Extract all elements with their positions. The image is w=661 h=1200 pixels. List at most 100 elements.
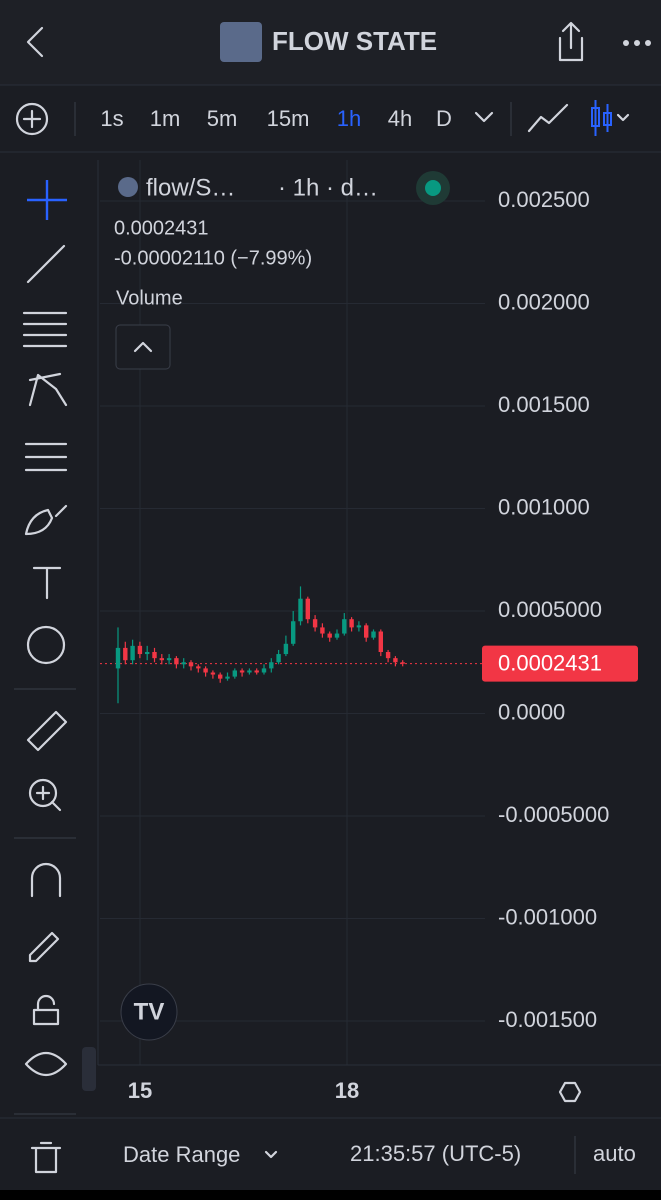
interval-button: 5m	[207, 106, 238, 131]
interval-button: 1m	[150, 106, 181, 131]
candle-body	[269, 662, 274, 669]
candle-body	[210, 672, 216, 675]
delete-tool[interactable]	[30, 1141, 62, 1174]
legend-change: -0.00002110 (−7.99%)	[114, 247, 312, 269]
candle-body	[298, 598, 303, 622]
fib-tool[interactable]	[22, 311, 68, 348]
share-button[interactable]	[558, 21, 584, 62]
candle-body	[261, 668, 267, 673]
y-tick-label: 0.0000	[498, 699, 565, 724]
y-tick-label: -0.001500	[498, 1007, 597, 1032]
chevron	[133, 341, 153, 353]
price-label: 0.0002431	[498, 650, 602, 675]
candle-body	[356, 625, 362, 628]
candle-body	[385, 652, 391, 659]
symbol: flow/S…	[146, 174, 235, 201]
candle-body	[203, 668, 208, 673]
tradingview-logo[interactable]	[120, 983, 178, 1041]
candle-body	[218, 674, 223, 679]
brush-tool[interactable]	[24, 504, 68, 536]
dropdown-icon	[264, 1150, 278, 1159]
candle-body	[312, 619, 318, 628]
candle-body	[130, 645, 135, 661]
zoom-icon	[35, 785, 62, 812]
chart: 0.002500 0.002000 0.001500 0.001000 0.000500…	[100, 160, 638, 1103]
candle-chart-button[interactable]	[591, 100, 612, 136]
clock: 21:35:57 (UTC-5)	[350, 1141, 521, 1166]
interval-button: 15m	[267, 106, 310, 131]
ruler-tool[interactable]	[26, 710, 68, 752]
candle-body	[364, 625, 369, 638]
candle-body	[393, 658, 398, 663]
candle-body	[349, 619, 354, 628]
interval-button: 1h	[337, 106, 361, 131]
candle-body	[232, 670, 237, 677]
settings-button[interactable]	[558, 1081, 582, 1103]
candle-body	[145, 652, 150, 655]
candle-body	[115, 647, 121, 669]
date-range-button[interactable]: Date Range	[123, 1142, 240, 1167]
candle-body	[378, 631, 383, 652]
crosshair-tool[interactable]	[27, 180, 67, 220]
candle-body	[174, 658, 179, 665]
text-tool[interactable]	[32, 566, 62, 600]
candle-body	[152, 652, 157, 659]
candle-body	[196, 666, 201, 669]
collapse-toolbar[interactable]	[82, 1047, 96, 1091]
candle-body	[291, 621, 296, 644]
add-icon	[22, 109, 42, 129]
candle-body	[225, 676, 230, 679]
projection-tool[interactable]	[24, 442, 68, 472]
collapse-legend[interactable]	[115, 324, 171, 370]
more-button[interactable]	[623, 40, 651, 46]
candle-body	[320, 627, 325, 634]
status-dot	[425, 180, 441, 196]
interval-button: 4h	[388, 106, 412, 131]
magnet-tool[interactable]	[30, 862, 62, 898]
candle-body	[247, 670, 252, 673]
x-tick-label: 15	[128, 1078, 152, 1103]
candle-body	[123, 647, 128, 661]
candle-body	[188, 662, 194, 667]
interval-dropdown[interactable]	[474, 111, 494, 123]
drawing-toolbar	[14, 180, 76, 1174]
y-tick-label: -0.001000	[498, 904, 597, 929]
candle-body	[276, 654, 281, 663]
pattern-tool[interactable]	[28, 372, 68, 407]
candle-body	[327, 633, 332, 638]
interval-button: 1s	[100, 106, 123, 131]
candle-body	[342, 619, 347, 634]
lock-tool[interactable]	[32, 994, 60, 1026]
candle-body	[334, 633, 340, 638]
logo-mark: TV	[134, 998, 165, 1025]
candle-body	[159, 658, 164, 661]
back-button[interactable]	[26, 26, 44, 58]
line-chart-button[interactable]	[527, 103, 569, 133]
lock-drawings-tool[interactable]	[28, 931, 60, 963]
legend-price: 0.0002431	[114, 217, 209, 239]
x-tick-label: 18	[335, 1078, 359, 1103]
interval-button: D	[436, 106, 452, 131]
interval-bar: 1s 1m 5m 15m 1h 4h D	[100, 106, 452, 131]
zoom-tool[interactable]	[28, 778, 58, 808]
price-label-bg	[482, 645, 638, 682]
candle-body	[181, 662, 186, 665]
candle-body	[137, 645, 143, 655]
y-tick-label: 0.0005000	[498, 597, 602, 622]
pane-label: Volume	[116, 287, 183, 309]
header-bar	[0, 0, 661, 85]
y-tick-label: 0.002000	[498, 289, 590, 314]
symbol-icon	[118, 177, 138, 197]
y-tick-label: 0.002500	[498, 187, 590, 212]
trend-line-tool[interactable]	[26, 244, 66, 284]
chart-type-dropdown[interactable]	[616, 113, 630, 122]
candle-body	[283, 643, 289, 655]
add-button[interactable]	[15, 102, 49, 136]
candle-body	[400, 662, 405, 664]
emoji-tool[interactable]	[26, 625, 66, 665]
auto-scale-button[interactable]: auto	[593, 1141, 636, 1166]
y-tick-label: 0.001500	[498, 392, 590, 417]
y-tick-label: -0.0005000	[498, 802, 609, 827]
visibility-tool[interactable]	[24, 1051, 68, 1077]
